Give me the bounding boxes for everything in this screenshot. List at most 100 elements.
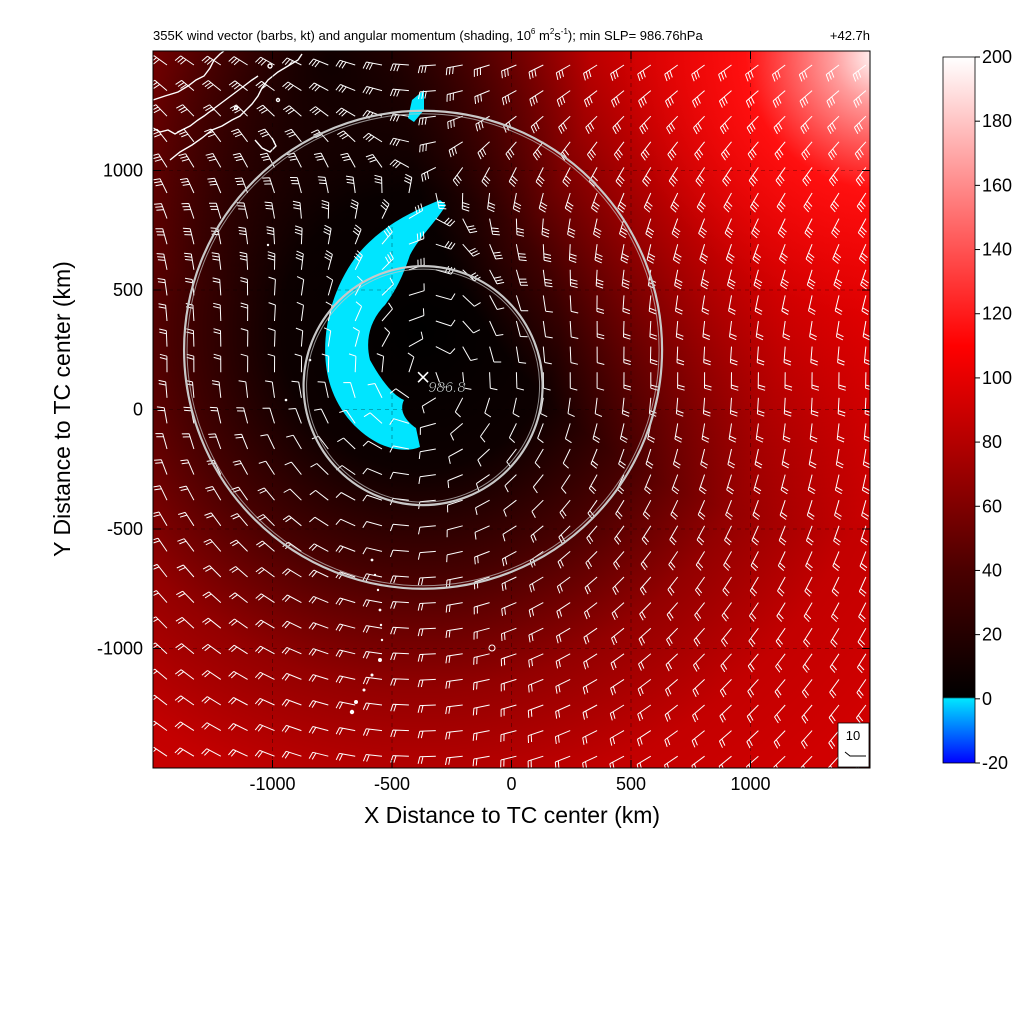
radius-rings [182, 109, 664, 590]
wind-barb [728, 423, 737, 443]
wind-barb [555, 704, 571, 719]
wind-barb [450, 423, 464, 441]
wind-barb [719, 679, 732, 698]
wind-barb [308, 569, 329, 578]
wind-barb [610, 653, 625, 671]
wind-barb [828, 141, 840, 161]
y-tick-label: -500 [107, 519, 143, 539]
wind-barb [585, 551, 598, 570]
wind-barb [827, 115, 840, 135]
colorbar-gradient [942, 56, 976, 764]
wind-barb [696, 525, 706, 546]
wind-barb [435, 192, 447, 210]
wind-barb [473, 653, 490, 665]
wind-barb [475, 474, 490, 491]
wind-barb [749, 576, 759, 597]
wind-barb [155, 228, 168, 245]
wind-barb [756, 346, 765, 366]
wind-barb [418, 115, 436, 126]
wind-barb [240, 353, 249, 373]
wind-barb [639, 602, 652, 621]
wind-barb [489, 269, 505, 285]
wind-barb [254, 723, 275, 732]
radius-ring-inner [186, 113, 660, 587]
wind-barb [803, 192, 813, 213]
wind-barb [718, 730, 732, 748]
wind-barb [569, 320, 579, 339]
wind-barb [256, 104, 275, 117]
wind-barb [308, 543, 329, 552]
y-tick-label: 1000 [103, 161, 143, 181]
wind-barb [153, 537, 168, 552]
wind-barb [308, 82, 329, 92]
wind-barb [255, 80, 275, 92]
wind-barb [837, 397, 846, 417]
wind-barb [352, 326, 360, 347]
wind-barb [611, 602, 625, 621]
wind-barb [153, 178, 168, 194]
wind-barb [286, 434, 302, 450]
wind-barb [542, 295, 553, 313]
wind-barb [281, 698, 302, 707]
wind-barb [228, 618, 248, 629]
wind-barb [362, 754, 383, 762]
wind-barb [527, 730, 544, 744]
wind-barb [587, 141, 598, 161]
wind-barb [481, 167, 491, 187]
wind-barb [638, 90, 652, 108]
wind-barb [613, 551, 625, 570]
wind-barb [641, 525, 652, 546]
wind-barb [620, 244, 629, 264]
wind-barb [541, 218, 550, 238]
wind-barb [362, 676, 383, 685]
wind-barb [335, 518, 356, 527]
wind-barb [665, 679, 679, 697]
wind-barb [777, 551, 786, 571]
wind-barb [639, 115, 652, 135]
wind-barb [775, 627, 786, 648]
x-tick-label: 0 [506, 774, 516, 794]
wind-barb [257, 487, 275, 501]
wind-barb [255, 619, 275, 629]
colorbar-tick-label: 0 [982, 689, 992, 709]
wind-barb [153, 616, 168, 629]
wind-barb [381, 225, 393, 245]
wind-barb [240, 302, 249, 322]
wind-barb [835, 320, 844, 341]
wind-barb [804, 576, 813, 597]
wind-barb [622, 295, 631, 315]
wind-barb [390, 729, 409, 738]
wind-barb [390, 755, 409, 763]
wind-barb [781, 295, 790, 315]
wind-barb [228, 592, 248, 603]
wind-barb [810, 346, 818, 366]
wind-barb [755, 423, 764, 443]
wind-barb [503, 115, 517, 133]
wind-barb [825, 64, 840, 82]
wind-barb [209, 202, 222, 219]
wind-barb [176, 590, 195, 603]
wind-barb [808, 295, 816, 315]
wind-barb [408, 231, 425, 245]
wind-barb [852, 64, 867, 82]
wind-barb [265, 380, 275, 398]
y-tick-label: -1000 [97, 639, 143, 659]
wind-barb [802, 167, 813, 187]
wind-barb [555, 627, 571, 644]
wind-barb [236, 407, 249, 424]
wind-barb [554, 755, 571, 768]
wind-barb [232, 460, 249, 475]
wind-barb [417, 704, 436, 713]
wind-barb [723, 551, 732, 571]
wind-barb [462, 346, 478, 361]
colorbar-tick-label: 100 [982, 368, 1012, 388]
wind-barb [856, 653, 867, 674]
chart-title: 355K wind vector (barbs, kt) and angular… [153, 27, 703, 43]
wind-barb [562, 167, 572, 187]
wind-barb [611, 627, 625, 646]
wind-barb [704, 372, 712, 391]
wind-barb [692, 653, 705, 672]
wind-barb [703, 346, 711, 366]
wind-barb [834, 474, 843, 495]
